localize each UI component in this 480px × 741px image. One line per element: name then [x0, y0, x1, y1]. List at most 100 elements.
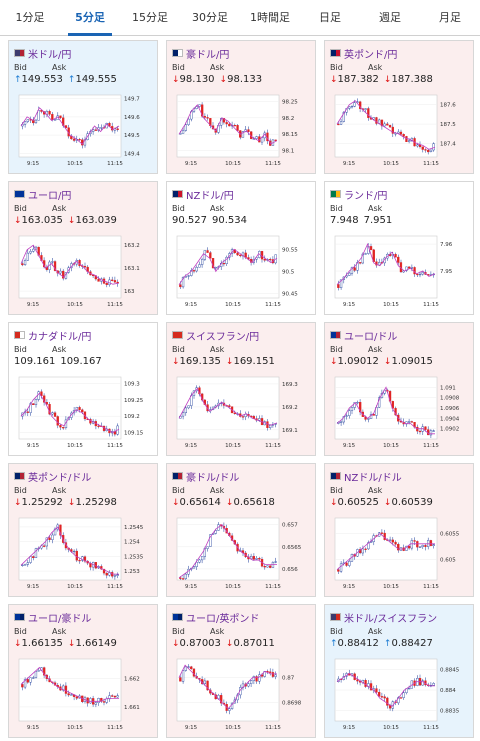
price-chart[interactable]: 109.3 109.25 109.2 109.15 9:15 10:15 11:15: [15, 375, 153, 453]
candle-down: [179, 284, 182, 288]
price-chart[interactable]: 1.662 1.661 9:15 10:15 11:15: [15, 657, 153, 735]
bid-label: Bid: [330, 345, 343, 354]
currency-pair-link[interactable]: ユーロ/英ポンド: [186, 613, 260, 625]
currency-pair-link[interactable]: 英ポンド/ドル: [28, 472, 92, 484]
price-chart[interactable]: 149.7 149.6 149.5 149.4 9:15 10:15 11:15: [15, 93, 153, 171]
tab-7[interactable]: 月足: [439, 11, 461, 24]
price-row: ↓169.135 ↓169.151: [172, 356, 280, 367]
currency-pair-link[interactable]: NZドル/ドル: [344, 472, 402, 484]
bid-price: ↓187.382: [330, 74, 379, 85]
tab-0[interactable]: 1分足: [15, 11, 45, 24]
rate-card[interactable]: ユーロ/円 Bid Ask ↓163.035 ↓163.039 163.2 163.1 163…: [8, 181, 158, 315]
rate-card[interactable]: 豪ドル/円 Bid Ask ↓98.130 ↓98.133 98.25 98.2 98.15 9…: [166, 40, 316, 174]
rate-card[interactable]: ユーロ/豪ドル Bid Ask ↓1.66135 ↓1.66149 1.662 1.661 9…: [8, 604, 158, 738]
bid-value: 0.88412: [337, 638, 379, 649]
tab-1[interactable]: 5分足: [60, 0, 120, 36]
rate-card[interactable]: 英ポンド/ドル Bid Ask ↓1.25292 ↓1.25298 1.2545 1.254…: [8, 463, 158, 597]
currency-pair-link[interactable]: ユーロ/ドル: [344, 331, 398, 343]
rate-card[interactable]: 米ドル/スイスフラン Bid Ask ↑0.88412 ↑0.88427 0.8845 0.…: [324, 604, 474, 738]
rate-card[interactable]: ユーロ/ドル Bid Ask ↓1.09012 ↓1.09015 1.091 1.0908 1…: [324, 322, 474, 456]
bid-price: 109.161: [14, 356, 55, 367]
candle-up: [184, 573, 187, 579]
currency-pair-link[interactable]: 米ドル/円: [28, 49, 72, 61]
y-tick-label: 7.95: [440, 269, 453, 275]
y-tick-label: 149.7: [124, 97, 140, 103]
candle-down: [222, 118, 226, 123]
rate-card[interactable]: 米ドル/円 Bid Ask ↑149.553 ↑149.555 149.7 149.6 149…: [8, 40, 158, 174]
x-tick-label: 11:15: [107, 443, 123, 449]
price-chart[interactable]: 7.96 7.95 9:15 10:15 11:15: [331, 234, 469, 312]
currency-pair-link[interactable]: 豪ドル/ドル: [186, 472, 240, 484]
candle-down: [222, 263, 226, 265]
y-tick-label: 1.0906: [440, 406, 460, 412]
currency-pair-link[interactable]: 英ポンド/円: [344, 49, 398, 61]
price-chart[interactable]: 1.091 1.0908 1.0906 1.0904 1.0902 9:15 10:15 11…: [331, 375, 469, 453]
price-chart[interactable]: 163.2 163.1 163 9:15 10:15 11:15: [15, 234, 153, 312]
rate-card[interactable]: ユーロ/英ポンド Bid Ask ↓0.87003 ↓0.87011 0.87 0.8698…: [166, 604, 316, 738]
ask-price: ↑149.555: [68, 74, 117, 85]
rate-card[interactable]: 豪ドル/ドル Bid Ask ↓0.65614 ↓0.65618 0.657 0.6565 0…: [166, 463, 316, 597]
candle-down: [407, 545, 411, 549]
candlestick-chart-svg: 0.6055 0.605 9:15 10:15 11:15: [334, 517, 460, 590]
price-chart[interactable]: 0.87 0.8698 9:15 10:15 11:15: [173, 657, 311, 735]
rate-card[interactable]: スイスフラン/円 Bid Ask ↓169.135 ↓169.151 169.3 169.2…: [166, 322, 316, 456]
x-tick-label: 9:15: [343, 443, 356, 449]
tab-6[interactable]: 週足: [379, 11, 401, 24]
y-tick-label: 187.4: [440, 141, 456, 147]
currency-pair-link[interactable]: 米ドル/スイスフラン: [344, 613, 438, 625]
y-tick-label: 0.657: [282, 523, 298, 529]
bid-ask-labels: Bid Ask: [14, 63, 90, 72]
candle-down: [402, 134, 405, 137]
tab-4[interactable]: 1時間足: [250, 11, 290, 24]
candle-up: [34, 399, 38, 406]
candle-down: [116, 128, 119, 130]
candle-up: [29, 251, 32, 254]
candle-up: [249, 680, 253, 684]
rate-card[interactable]: カナダドル/円 Bid Ask 109.161 109.167 109.3 109.25 10…: [8, 322, 158, 456]
currency-pair-link[interactable]: スイスフラン/円: [186, 331, 260, 343]
x-tick-label: 10:15: [225, 443, 241, 449]
candle-down: [399, 697, 403, 699]
price-chart[interactable]: 169.3 169.2 169.1 9:15 10:15 11:15: [173, 375, 311, 453]
currency-pair-link[interactable]: ランド/円: [344, 190, 388, 202]
currency-pair-link[interactable]: ユーロ/豪ドル: [28, 613, 92, 625]
currency-pair-link[interactable]: カナダドル/円: [28, 331, 92, 343]
rate-card[interactable]: 英ポンド/円 Bid Ask ↓187.382 ↓187.388 187.6 187.5 18…: [324, 40, 474, 174]
price-chart[interactable]: 98.25 98.2 98.15 98.1 9:15 10:15 11:15: [173, 93, 311, 171]
currency-flag-icon: [330, 331, 341, 339]
rate-card[interactable]: NZドル/ドル Bid Ask ↓0.60525 ↓0.60539 0.6055 0.605…: [324, 463, 474, 597]
currency-pair-link[interactable]: 豪ドル/円: [186, 49, 230, 61]
price-chart[interactable]: 0.657 0.6565 0.656 9:15 10:15 11:15: [173, 516, 311, 594]
currency-pair-link[interactable]: ユーロ/円: [28, 190, 72, 202]
candle-up: [26, 119, 29, 122]
price-chart[interactable]: 0.6055 0.605 9:15 10:15 11:15: [331, 516, 469, 594]
bid-ask-labels: Bid Ask: [330, 204, 406, 213]
arrow-down-icon: ↓: [172, 357, 180, 367]
price-row: ↓1.25292 ↓1.25298: [14, 497, 122, 508]
price-chart[interactable]: 187.6 187.5 187.4 9:15 10:15 11:15: [331, 93, 469, 171]
price-chart[interactable]: 1.2545 1.254 1.2535 1.253 9:15 10:15 11:15: [15, 516, 153, 594]
rate-card[interactable]: NZドル/円 Bid Ask 90.527 90.534 90.55 90.5 90.45 9:…: [166, 181, 316, 315]
candle-down: [424, 149, 427, 151]
candle-down: [190, 666, 193, 670]
bid-label: Bid: [330, 204, 343, 213]
tab-5[interactable]: 日足: [319, 11, 341, 24]
card-header: NZドル/円: [172, 187, 234, 202]
currency-pair-link[interactable]: NZドル/円: [186, 190, 234, 202]
tab-3[interactable]: 30分足: [192, 11, 228, 24]
x-tick-label: 9:15: [185, 725, 198, 731]
candle-up: [258, 418, 261, 421]
tab-2[interactable]: 15分足: [132, 11, 168, 24]
bid-price: ↓0.60525: [330, 497, 379, 508]
price-chart[interactable]: 0.8845 0.884 0.8835 9:15 10:15 11:15: [331, 657, 469, 735]
ask-price: ↓1.09015: [384, 356, 433, 367]
candle-down: [410, 421, 414, 423]
candle-up: [51, 412, 54, 415]
candle-down: [192, 270, 196, 272]
rate-card[interactable]: ランド/円 Bid Ask 7.948 7.951 7.96 7.95 9:15 10:15 11…: [324, 181, 474, 315]
y-tick-label: 1.091: [440, 385, 456, 391]
price-chart[interactable]: 90.55 90.5 90.45 9:15 10:15 11:15: [173, 234, 311, 312]
candle-up: [405, 421, 408, 425]
ask-price: ↓169.151: [226, 356, 275, 367]
candle-down: [405, 136, 408, 143]
